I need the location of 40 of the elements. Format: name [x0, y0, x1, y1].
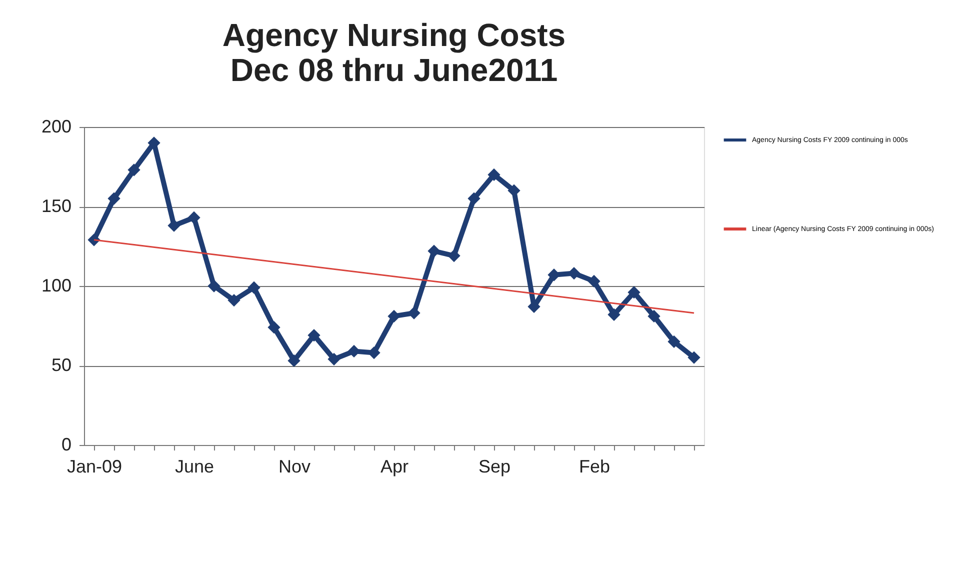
point: [168, 219, 180, 232]
point: [428, 244, 440, 258]
x-tick-label: Feb: [578, 456, 610, 476]
point: [348, 344, 360, 358]
point: [488, 168, 500, 182]
point: [108, 192, 120, 205]
point: [448, 249, 460, 262]
x-tick-label: Apr: [380, 456, 409, 476]
y-tick-label: 0: [61, 434, 72, 454]
point: [268, 321, 280, 334]
point: [648, 310, 660, 323]
y-tick-label: 150: [41, 196, 72, 216]
x-tick-label: Sep: [478, 456, 511, 476]
point: [368, 346, 380, 360]
x-tick-label: June: [174, 456, 214, 476]
point: [468, 192, 480, 205]
point: [248, 281, 260, 294]
chart-title: Agency Nursing Costs: [222, 17, 566, 53]
point: [188, 211, 200, 224]
point: [508, 184, 520, 197]
point: [288, 354, 300, 368]
point: [688, 351, 700, 364]
point: [388, 310, 400, 323]
point: [628, 286, 640, 299]
chart-subtitle: Dec 08 thru June2011: [230, 52, 558, 88]
x-tick-label: Jan-09: [66, 456, 122, 476]
point: [228, 294, 240, 307]
point: [668, 335, 680, 348]
point: [568, 266, 580, 280]
point: [608, 308, 620, 321]
point: [588, 274, 600, 288]
x-tick-label: Nov: [278, 456, 311, 476]
point: [308, 328, 320, 342]
point: [128, 164, 140, 176]
y-tick-label: 50: [51, 355, 72, 375]
point: [408, 306, 420, 320]
y-tick-label: 200: [41, 116, 72, 136]
point: [208, 280, 220, 292]
y-tick-label: 100: [41, 276, 72, 296]
point: [328, 352, 340, 366]
